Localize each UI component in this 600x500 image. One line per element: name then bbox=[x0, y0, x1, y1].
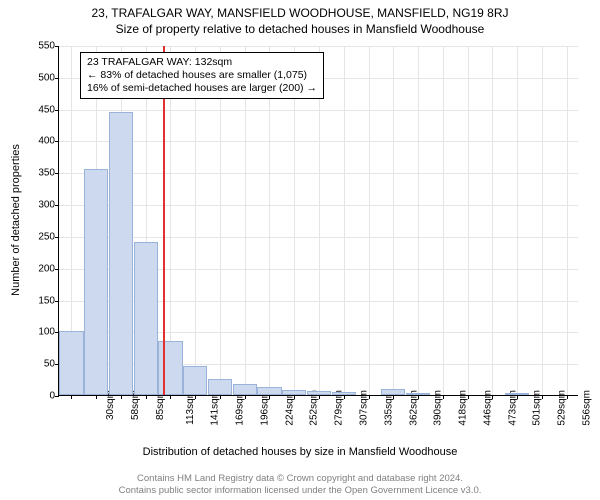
xtick-label: 113sqm bbox=[185, 390, 196, 425]
histogram-bar bbox=[183, 366, 207, 395]
xtick-mark bbox=[542, 395, 543, 399]
footer-line-2: Contains public sector information licen… bbox=[0, 485, 600, 496]
histogram-bar bbox=[282, 390, 306, 395]
ytick-mark bbox=[55, 46, 59, 47]
chart-subtitle: Size of property relative to detached ho… bbox=[0, 20, 600, 36]
chart-area: 05010015020025030035040045050055030sqm58… bbox=[58, 46, 578, 396]
chart-container: 23, TRAFALGAR WAY, MANSFIELD WOODHOUSE, … bbox=[0, 0, 600, 500]
ytick-mark bbox=[55, 301, 59, 302]
ytick-label: 550 bbox=[21, 41, 55, 52]
histogram-bar bbox=[381, 389, 405, 395]
ytick-label: 450 bbox=[21, 104, 55, 115]
ytick-label: 400 bbox=[21, 136, 55, 147]
xtick-mark bbox=[468, 395, 469, 399]
xtick-mark bbox=[443, 395, 444, 399]
ytick-label: 250 bbox=[21, 231, 55, 242]
gridline-v bbox=[468, 46, 469, 395]
ytick-label: 150 bbox=[21, 295, 55, 306]
gridline-v bbox=[369, 46, 370, 395]
histogram-bar bbox=[257, 387, 281, 395]
xtick-mark bbox=[344, 395, 345, 399]
ytick-label: 350 bbox=[21, 168, 55, 179]
ytick-mark bbox=[55, 396, 59, 397]
gridline-v bbox=[393, 46, 394, 395]
ytick-mark bbox=[55, 237, 59, 238]
annotation-line-1: 23 TRAFALGAR WAY: 132sqm bbox=[87, 56, 317, 69]
xtick-mark bbox=[418, 395, 419, 399]
annotation-line-3: 16% of semi-detached houses are larger (… bbox=[87, 82, 317, 95]
xtick-mark bbox=[146, 395, 147, 399]
xtick-label: 556sqm bbox=[581, 390, 592, 426]
ytick-mark bbox=[55, 173, 59, 174]
ytick-label: 50 bbox=[21, 359, 55, 370]
xtick-mark bbox=[71, 395, 72, 399]
histogram-bar bbox=[84, 169, 108, 395]
ytick-mark bbox=[55, 205, 59, 206]
ytick-label: 500 bbox=[21, 72, 55, 83]
gridline-v bbox=[517, 46, 518, 395]
xtick-mark bbox=[517, 395, 518, 399]
ytick-mark bbox=[55, 269, 59, 270]
xtick-mark bbox=[294, 395, 295, 399]
gridline-v bbox=[492, 46, 493, 395]
ytick-label: 200 bbox=[21, 263, 55, 274]
xtick-mark bbox=[96, 395, 97, 399]
xtick-mark bbox=[245, 395, 246, 399]
footer: Contains HM Land Registry data © Crown c… bbox=[0, 473, 600, 496]
xtick-mark bbox=[170, 395, 171, 399]
ytick-label: 300 bbox=[21, 200, 55, 211]
xtick-mark bbox=[269, 395, 270, 399]
annotation-line-2: ← 83% of detached houses are smaller (1,… bbox=[87, 69, 317, 82]
chart-title: 23, TRAFALGAR WAY, MANSFIELD WOODHOUSE, … bbox=[0, 0, 600, 20]
ytick-mark bbox=[55, 78, 59, 79]
histogram-bar bbox=[158, 341, 182, 395]
histogram-bar bbox=[332, 392, 356, 395]
footer-line-1: Contains HM Land Registry data © Crown c… bbox=[0, 473, 600, 484]
xtick-mark bbox=[567, 395, 568, 399]
xtick-mark bbox=[369, 395, 370, 399]
gridline-v bbox=[344, 46, 345, 395]
histogram-bar bbox=[208, 379, 232, 395]
histogram-bar bbox=[233, 384, 257, 395]
xtick-mark bbox=[319, 395, 320, 399]
histogram-bar bbox=[307, 391, 331, 395]
x-axis-label: Distribution of detached houses by size … bbox=[0, 446, 600, 458]
ytick-mark bbox=[55, 141, 59, 142]
ytick-mark bbox=[55, 110, 59, 111]
histogram-bar bbox=[59, 331, 83, 395]
xtick-mark bbox=[121, 395, 122, 399]
histogram-bar bbox=[406, 393, 430, 395]
gridline-v bbox=[443, 46, 444, 395]
xtick-mark bbox=[195, 395, 196, 399]
gridline-v bbox=[418, 46, 419, 395]
histogram-bar bbox=[134, 242, 158, 395]
ytick-label: 100 bbox=[21, 327, 55, 338]
histogram-bar bbox=[505, 393, 529, 395]
annotation-box: 23 TRAFALGAR WAY: 132sqm ← 83% of detach… bbox=[80, 52, 324, 99]
ytick-label: 0 bbox=[21, 391, 55, 402]
xtick-mark bbox=[393, 395, 394, 399]
xtick-mark bbox=[220, 395, 221, 399]
xtick-mark bbox=[492, 395, 493, 399]
gridline-v bbox=[542, 46, 543, 395]
histogram-bar bbox=[109, 112, 133, 395]
gridline-v bbox=[567, 46, 568, 395]
